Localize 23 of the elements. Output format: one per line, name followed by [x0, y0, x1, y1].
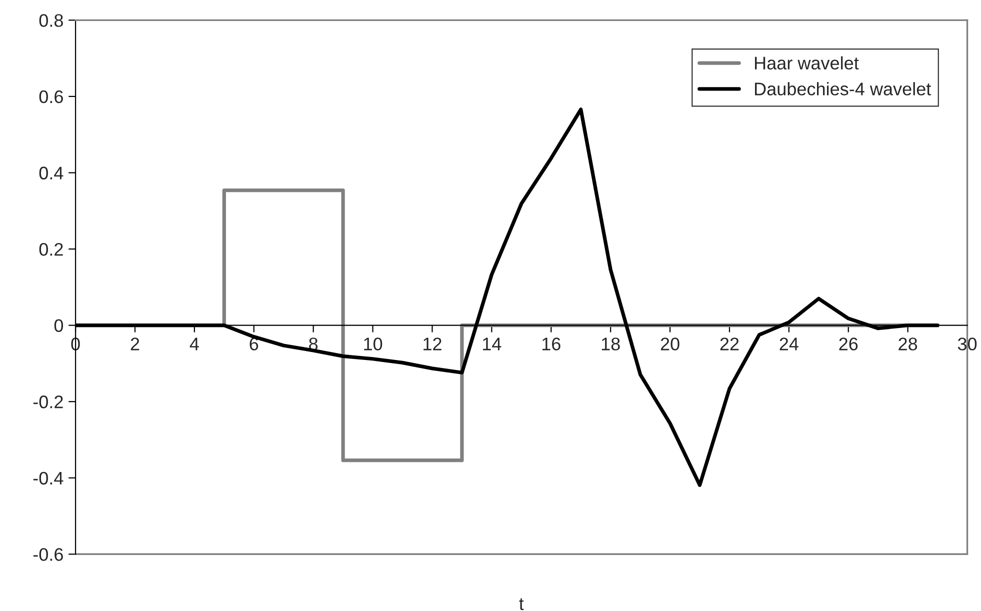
x-tick-label: 4 [190, 338, 199, 350]
y-tick-label: 0 [54, 319, 64, 332]
x-tick-label: 10 [364, 338, 382, 350]
x-axis-title: t [519, 598, 524, 610]
x-tick-label: 12 [424, 338, 442, 350]
x-tick-label: 14 [483, 338, 502, 350]
y-tick-label: 0.4 [39, 166, 64, 180]
y-tick-label: 0.8 [39, 14, 63, 27]
x-tick-label: 2 [130, 338, 140, 350]
x-tick-label: 20 [660, 338, 680, 350]
x-tick-label: 28 [898, 338, 918, 350]
y-tick-label: -0.2 [33, 396, 63, 408]
x-tick-label: 22 [720, 338, 739, 350]
legend-label: Haar wavelet [755, 56, 859, 70]
y-tick-label: -0.6 [33, 548, 63, 561]
legend-label: Daubechies-4 wavelet [755, 82, 932, 96]
x-tick-label: 26 [839, 338, 858, 350]
x-tick-label: 24 [780, 338, 798, 350]
y-tick-label: 0.6 [39, 90, 63, 104]
y-tick-label: -0.4 [33, 472, 64, 485]
y-tick-label: 0.2 [39, 242, 63, 256]
x-tick-label: 18 [602, 338, 620, 350]
x-tick-label: 16 [542, 338, 560, 350]
